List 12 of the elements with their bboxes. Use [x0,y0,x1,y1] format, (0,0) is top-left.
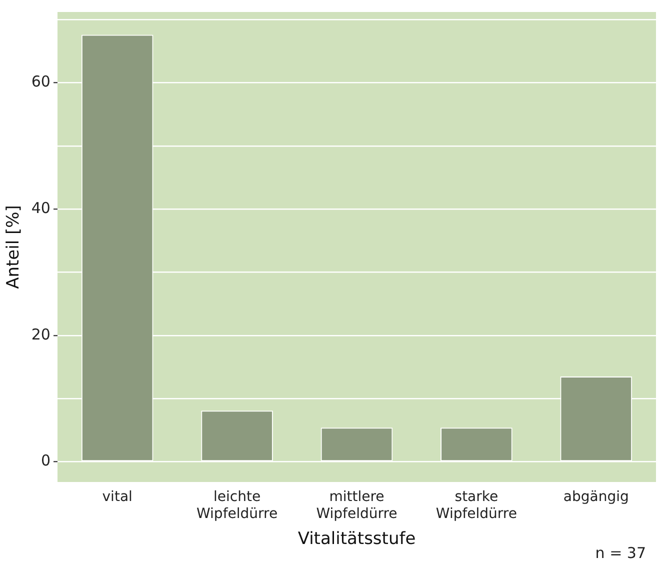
x-tick-label: mittlere Wipfeldürre [316,489,398,522]
y-tick-label: 20 [31,325,50,344]
x-tick-label: leichte Wipfeldürre [196,489,278,522]
text: n = 37 [595,544,646,562]
x-tick-label: starke Wipfeldürre [436,489,517,522]
x-tick-label: vital [102,489,132,506]
x-tick-label: abgängig [563,489,629,506]
x-axis-title: Vitalitätsstufe [298,529,416,550]
y-tick-label: 60 [31,72,50,91]
y-tick-label: 40 [31,198,50,217]
y-axis-title: Anteil [%] [4,205,24,289]
y-tick-label: 0 [40,452,50,470]
